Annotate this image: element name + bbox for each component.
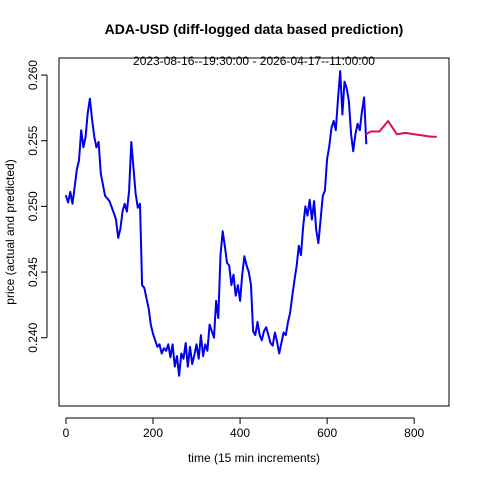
y-axis: 0.240 0.245 0.250 0.255 0.260 — [26, 60, 48, 353]
x-tick-label: 600 — [317, 426, 337, 440]
chart-title: ADA-USD (diff-logged data based predicti… — [105, 21, 404, 37]
x-tick-label: 400 — [230, 426, 250, 440]
y-axis-label: price (actual and predicted) — [3, 159, 17, 304]
y-tick-label: 0.250 — [26, 191, 40, 221]
x-axis-label: time (15 min increments) — [188, 451, 320, 465]
y-tick-label: 0.260 — [26, 60, 40, 90]
series-line-actual — [65, 70, 368, 377]
x-tick-label: 800 — [404, 426, 424, 440]
chart-subtitle: 2023-08-16--19:30:00 - 2026-04-17--11:00… — [133, 54, 375, 68]
x-tick-label: 200 — [143, 426, 163, 440]
series-layer — [65, 70, 437, 377]
x-tick-label: 0 — [63, 426, 70, 440]
x-axis: 0 200 400 600 800 — [63, 417, 425, 440]
plot-frame — [58, 57, 450, 407]
series-line-predicted — [365, 120, 437, 138]
y-tick-label: 0.245 — [26, 257, 40, 287]
y-tick-label: 0.240 — [26, 322, 40, 352]
y-tick-label: 0.255 — [26, 125, 40, 155]
